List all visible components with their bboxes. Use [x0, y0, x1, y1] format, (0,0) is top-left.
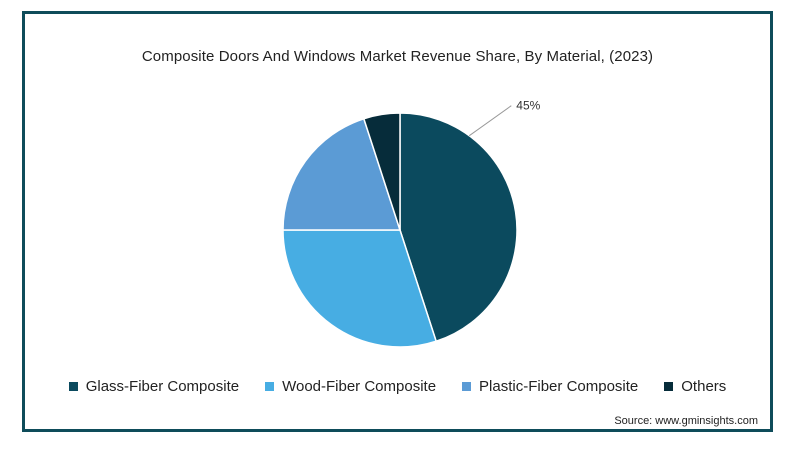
- legend-item: Wood-Fiber Composite: [265, 378, 436, 395]
- legend-swatch: [462, 382, 472, 391]
- leader-line: [468, 105, 512, 137]
- legend-label: Glass-Fiber Composite: [85, 378, 240, 395]
- pie-chart: 45%: [282, 99, 541, 348]
- legend-item: Glass-Fiber Composite: [68, 378, 240, 395]
- chart-legend: Glass-Fiber Composite Wood-Fiber Composit…: [25, 378, 770, 395]
- pie-slice-glass-fiber-composite: [399, 112, 518, 343]
- legend-item: Others: [664, 378, 726, 395]
- legend-label: Plastic-Fiber Composite: [479, 378, 639, 395]
- legend-swatch: [265, 382, 275, 391]
- chart-frame: Composite Doors And Windows Market Reven…: [22, 11, 773, 432]
- data-label: 45%: [516, 99, 540, 113]
- source-note: Source: www.gminsights.com: [614, 415, 758, 427]
- legend-label: Others: [681, 378, 727, 395]
- legend-label: Wood-Fiber Composite: [282, 378, 437, 395]
- pie-slice-wood-fiber-composite: [282, 229, 438, 348]
- legend-item: Plastic-Fiber Composite: [462, 378, 638, 395]
- pie-slice-others: [362, 112, 401, 231]
- pie-slice-plastic-fiber-composite: [282, 117, 402, 231]
- legend-swatch: [664, 382, 674, 391]
- legend-swatch: [68, 382, 78, 391]
- chart-title: Composite Doors And Windows Market Reven…: [141, 48, 654, 65]
